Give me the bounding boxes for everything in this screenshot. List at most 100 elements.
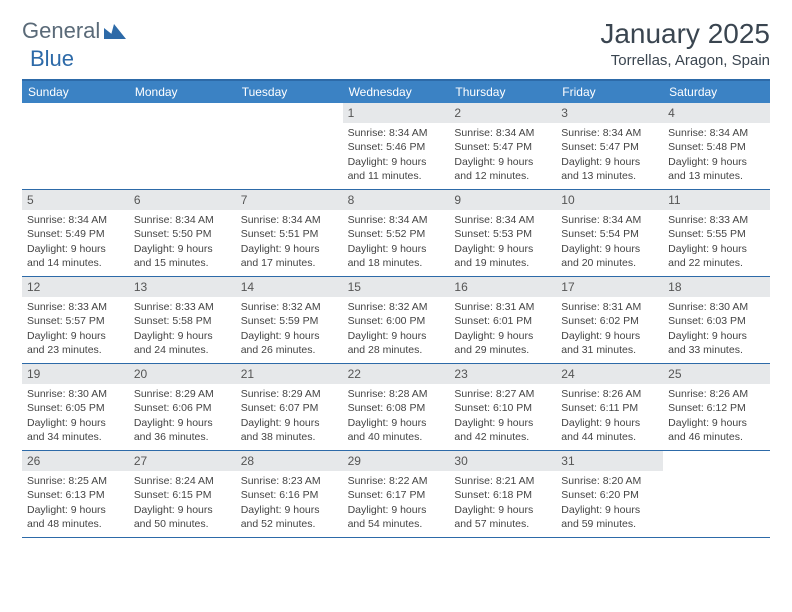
- day-number: 16: [449, 277, 556, 297]
- logo-text-1: General: [22, 18, 100, 44]
- daylight-text: and 31 minutes.: [561, 343, 658, 357]
- logo: General: [22, 18, 128, 44]
- sunset-text: Sunset: 6:10 PM: [454, 401, 551, 415]
- day-cell: 24Sunrise: 8:26 AMSunset: 6:11 PMDayligh…: [556, 364, 663, 450]
- sunset-text: Sunset: 5:46 PM: [348, 140, 445, 154]
- daylight-text: and 13 minutes.: [561, 169, 658, 183]
- day-cell: 30Sunrise: 8:21 AMSunset: 6:18 PMDayligh…: [449, 451, 556, 537]
- day-cell: 28Sunrise: 8:23 AMSunset: 6:16 PMDayligh…: [236, 451, 343, 537]
- daylight-text: Daylight: 9 hours: [668, 329, 765, 343]
- day-number: 6: [129, 190, 236, 210]
- sunset-text: Sunset: 6:15 PM: [134, 488, 231, 502]
- day-number: 11: [663, 190, 770, 210]
- sunrise-text: Sunrise: 8:23 AM: [241, 474, 338, 488]
- sunrise-text: Sunrise: 8:27 AM: [454, 387, 551, 401]
- day-cell: 4Sunrise: 8:34 AMSunset: 5:48 PMDaylight…: [663, 103, 770, 189]
- daylight-text: Daylight: 9 hours: [454, 329, 551, 343]
- day-cell: 5Sunrise: 8:34 AMSunset: 5:49 PMDaylight…: [22, 190, 129, 276]
- sunset-text: Sunset: 6:06 PM: [134, 401, 231, 415]
- daylight-text: Daylight: 9 hours: [241, 416, 338, 430]
- day-header: Friday: [556, 81, 663, 103]
- sunset-text: Sunset: 6:17 PM: [348, 488, 445, 502]
- daylight-text: and 29 minutes.: [454, 343, 551, 357]
- daylight-text: Daylight: 9 hours: [668, 242, 765, 256]
- sunset-text: Sunset: 6:20 PM: [561, 488, 658, 502]
- daylight-text: Daylight: 9 hours: [561, 329, 658, 343]
- week-row: 12Sunrise: 8:33 AMSunset: 5:57 PMDayligh…: [22, 277, 770, 364]
- day-number: 18: [663, 277, 770, 297]
- day-number: 27: [129, 451, 236, 471]
- day-header: Monday: [129, 81, 236, 103]
- sunset-text: Sunset: 6:05 PM: [27, 401, 124, 415]
- daylight-text: and 22 minutes.: [668, 256, 765, 270]
- daylight-text: Daylight: 9 hours: [27, 329, 124, 343]
- sunset-text: Sunset: 6:11 PM: [561, 401, 658, 415]
- daylight-text: and 54 minutes.: [348, 517, 445, 531]
- day-number: 31: [556, 451, 663, 471]
- sunset-text: Sunset: 6:13 PM: [27, 488, 124, 502]
- daylight-text: and 26 minutes.: [241, 343, 338, 357]
- day-cell: 6Sunrise: 8:34 AMSunset: 5:50 PMDaylight…: [129, 190, 236, 276]
- day-cell: 2Sunrise: 8:34 AMSunset: 5:47 PMDaylight…: [449, 103, 556, 189]
- day-number: 10: [556, 190, 663, 210]
- daylight-text: Daylight: 9 hours: [561, 416, 658, 430]
- sunrise-text: Sunrise: 8:28 AM: [348, 387, 445, 401]
- day-number: 21: [236, 364, 343, 384]
- sunset-text: Sunset: 5:53 PM: [454, 227, 551, 241]
- day-number: 29: [343, 451, 450, 471]
- day-cell: 3Sunrise: 8:34 AMSunset: 5:47 PMDaylight…: [556, 103, 663, 189]
- month-title: January 2025: [600, 18, 770, 50]
- location: Torrellas, Aragon, Spain: [600, 52, 770, 69]
- sunset-text: Sunset: 6:08 PM: [348, 401, 445, 415]
- sunset-text: Sunset: 6:02 PM: [561, 314, 658, 328]
- sunset-text: Sunset: 6:01 PM: [454, 314, 551, 328]
- daylight-text: Daylight: 9 hours: [348, 329, 445, 343]
- daylight-text: and 33 minutes.: [668, 343, 765, 357]
- day-cell: 7Sunrise: 8:34 AMSunset: 5:51 PMDaylight…: [236, 190, 343, 276]
- sunset-text: Sunset: 6:03 PM: [668, 314, 765, 328]
- sunset-text: Sunset: 6:16 PM: [241, 488, 338, 502]
- daylight-text: Daylight: 9 hours: [348, 242, 445, 256]
- daylight-text: and 40 minutes.: [348, 430, 445, 444]
- day-number: 19: [22, 364, 129, 384]
- day-cell: 18Sunrise: 8:30 AMSunset: 6:03 PMDayligh…: [663, 277, 770, 363]
- sunrise-text: Sunrise: 8:26 AM: [668, 387, 765, 401]
- daylight-text: and 28 minutes.: [348, 343, 445, 357]
- sunrise-text: Sunrise: 8:33 AM: [668, 213, 765, 227]
- day-cell: 10Sunrise: 8:34 AMSunset: 5:54 PMDayligh…: [556, 190, 663, 276]
- sunrise-text: Sunrise: 8:33 AM: [134, 300, 231, 314]
- empty-cell: [129, 103, 236, 189]
- day-number: 3: [556, 103, 663, 123]
- daylight-text: Daylight: 9 hours: [134, 416, 231, 430]
- daylight-text: and 19 minutes.: [454, 256, 551, 270]
- daylight-text: and 14 minutes.: [27, 256, 124, 270]
- daylight-text: and 46 minutes.: [668, 430, 765, 444]
- daylight-text: Daylight: 9 hours: [241, 329, 338, 343]
- daylight-text: Daylight: 9 hours: [348, 155, 445, 169]
- day-cell: 20Sunrise: 8:29 AMSunset: 6:06 PMDayligh…: [129, 364, 236, 450]
- daylight-text: and 52 minutes.: [241, 517, 338, 531]
- sunset-text: Sunset: 6:12 PM: [668, 401, 765, 415]
- empty-cell: [236, 103, 343, 189]
- day-number: 7: [236, 190, 343, 210]
- sunrise-text: Sunrise: 8:32 AM: [241, 300, 338, 314]
- daylight-text: Daylight: 9 hours: [454, 503, 551, 517]
- daylight-text: and 24 minutes.: [134, 343, 231, 357]
- day-header: Tuesday: [236, 81, 343, 103]
- sunrise-text: Sunrise: 8:34 AM: [348, 213, 445, 227]
- daylight-text: Daylight: 9 hours: [27, 416, 124, 430]
- day-cell: 11Sunrise: 8:33 AMSunset: 5:55 PMDayligh…: [663, 190, 770, 276]
- daylight-text: and 13 minutes.: [668, 169, 765, 183]
- sunset-text: Sunset: 5:54 PM: [561, 227, 658, 241]
- week-row: 19Sunrise: 8:30 AMSunset: 6:05 PMDayligh…: [22, 364, 770, 451]
- calendar: SundayMondayTuesdayWednesdayThursdayFrid…: [22, 79, 770, 538]
- daylight-text: Daylight: 9 hours: [134, 329, 231, 343]
- logo-text-2: Blue: [30, 46, 74, 72]
- daylight-text: and 23 minutes.: [27, 343, 124, 357]
- sunrise-text: Sunrise: 8:29 AM: [134, 387, 231, 401]
- week-row: 1Sunrise: 8:34 AMSunset: 5:46 PMDaylight…: [22, 103, 770, 190]
- daylight-text: Daylight: 9 hours: [348, 416, 445, 430]
- day-number: 26: [22, 451, 129, 471]
- day-number: 23: [449, 364, 556, 384]
- day-cell: 25Sunrise: 8:26 AMSunset: 6:12 PMDayligh…: [663, 364, 770, 450]
